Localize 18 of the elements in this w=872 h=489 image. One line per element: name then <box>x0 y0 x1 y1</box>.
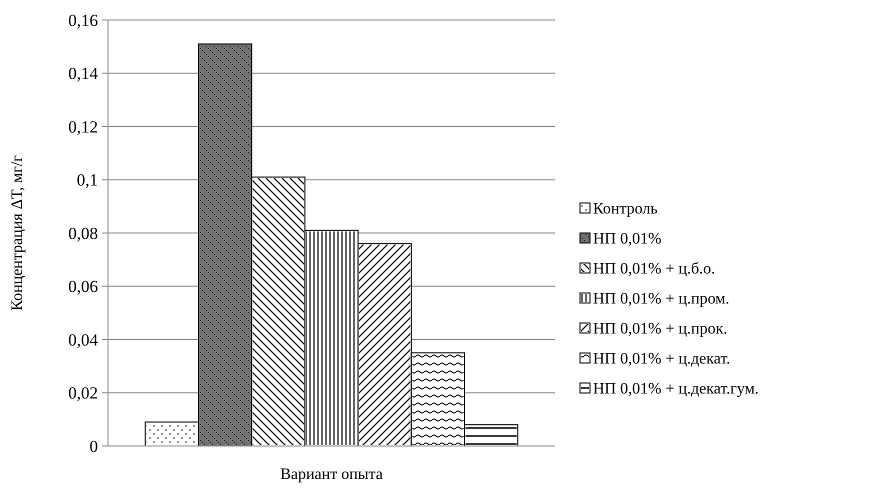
legend-label: НП 0,01% + ц.прок. <box>593 320 728 338</box>
legend-label: НП 0,01% + ц.декат. <box>593 350 730 368</box>
y-tick-label: 0 <box>90 436 98 456</box>
legend-label: НП 0,01% + ц.б.о. <box>593 260 716 278</box>
legend-label: Контроль <box>593 200 658 218</box>
y-tick-label: 0,14 <box>68 64 98 84</box>
y-tick-label: 0,12 <box>68 117 98 136</box>
legend-label: НП 0,01% <box>593 230 662 248</box>
x-axis-title: Вариант опыта <box>280 466 383 483</box>
y-tick-label: 0,06 <box>68 277 98 296</box>
y-tick-label: 0,04 <box>68 330 98 350</box>
legend-label: НП 0,01% + ц.декат.гум. <box>593 380 759 398</box>
y-tick-label: 0,02 <box>68 384 98 403</box>
y-tick-label: 0,1 <box>76 170 98 190</box>
y-tick-label: 0,08 <box>68 224 98 243</box>
y-axis-title: Концентрация ΔТ, мг/г <box>9 154 26 311</box>
legend-label: НП 0,01% + ц.пром. <box>593 290 730 308</box>
y-tick-label: 0,16 <box>68 10 98 30</box>
